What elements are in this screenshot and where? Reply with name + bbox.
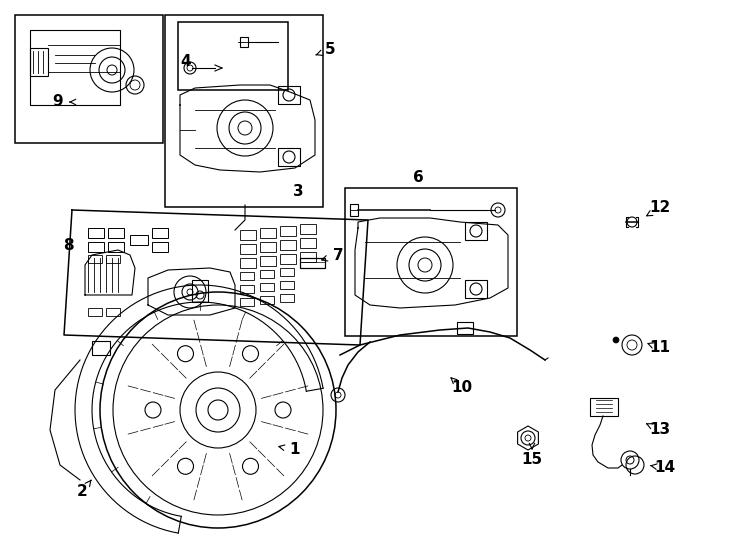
Bar	[240, 272, 254, 280]
Bar	[130, 235, 148, 245]
Bar	[260, 270, 274, 278]
Text: 9: 9	[53, 94, 63, 110]
Bar	[88, 308, 102, 316]
Bar	[280, 240, 296, 250]
Bar	[465, 280, 487, 298]
Bar	[240, 258, 256, 268]
Circle shape	[613, 337, 619, 343]
Bar	[260, 228, 276, 238]
Bar	[280, 294, 294, 302]
Bar	[240, 244, 256, 254]
Bar	[240, 285, 254, 293]
Text: 13: 13	[650, 422, 671, 437]
Text: 5: 5	[324, 43, 335, 57]
Text: 8: 8	[62, 238, 73, 253]
Text: 3: 3	[293, 185, 303, 199]
Bar	[345, 188, 517, 336]
Bar	[260, 242, 276, 252]
Bar	[457, 322, 473, 334]
Bar	[300, 238, 316, 248]
Bar	[15, 15, 163, 143]
Bar	[278, 86, 300, 104]
Bar	[465, 222, 487, 240]
Bar	[280, 268, 294, 276]
Bar	[350, 204, 358, 216]
Bar	[300, 224, 316, 234]
Bar	[106, 255, 120, 263]
Bar	[88, 242, 104, 252]
Bar	[260, 283, 274, 291]
Bar	[165, 15, 323, 207]
Text: 7: 7	[333, 247, 344, 262]
Bar	[88, 255, 102, 263]
Bar	[88, 228, 104, 238]
Bar	[108, 242, 124, 252]
Bar	[260, 296, 274, 304]
Text: 15: 15	[521, 453, 542, 468]
Bar	[240, 298, 254, 306]
Text: 11: 11	[650, 341, 670, 355]
Text: 1: 1	[290, 442, 300, 457]
Bar	[590, 398, 618, 416]
Bar	[178, 22, 288, 90]
Bar	[240, 37, 248, 47]
Bar	[192, 280, 208, 302]
Bar	[280, 281, 294, 289]
Bar	[30, 30, 120, 105]
Text: 10: 10	[451, 381, 473, 395]
Text: 12: 12	[650, 200, 671, 215]
Bar	[152, 242, 168, 252]
Bar	[280, 254, 296, 264]
Bar	[92, 341, 109, 355]
Bar	[300, 252, 316, 262]
Text: 6: 6	[413, 171, 424, 186]
Bar	[300, 258, 325, 268]
Bar	[108, 228, 124, 238]
Bar	[30, 48, 48, 76]
Bar	[280, 226, 296, 236]
Bar	[152, 228, 168, 238]
Text: 2: 2	[76, 484, 87, 500]
Bar	[106, 308, 120, 316]
Bar	[260, 256, 276, 266]
Text: 14: 14	[655, 461, 675, 476]
Bar	[240, 230, 256, 240]
Text: 4: 4	[181, 55, 192, 70]
Bar	[278, 148, 300, 166]
